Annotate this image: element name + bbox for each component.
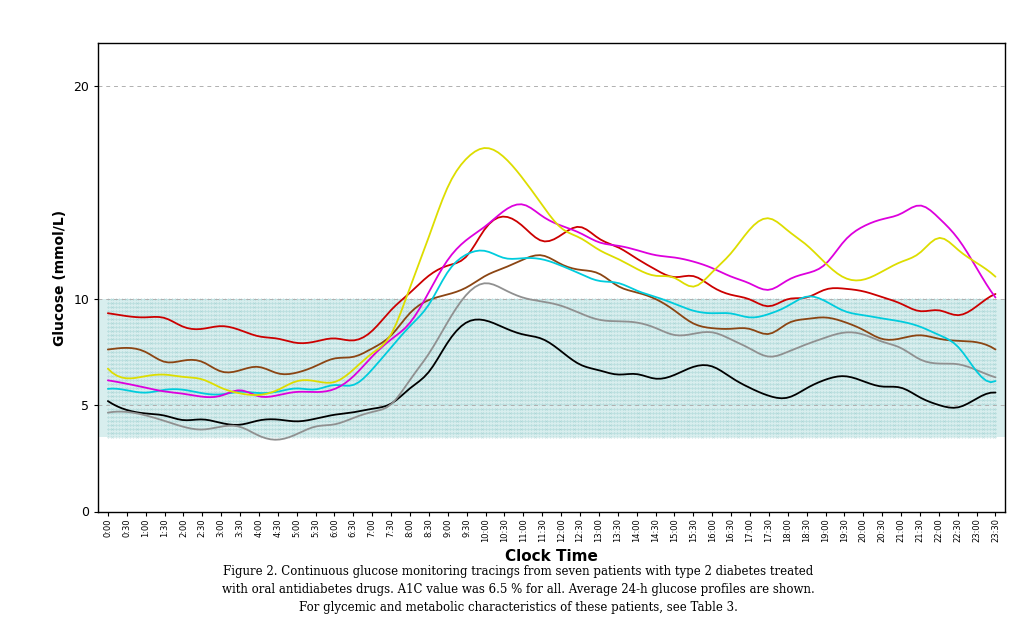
Bar: [98, 299, 1005, 437]
X-axis label: Clock Time: Clock Time: [506, 549, 598, 564]
Y-axis label: Glucose (mmol/L): Glucose (mmol/L): [53, 210, 66, 345]
Text: Figure 2. Continuous glucose monitoring tracings from seven patients with type 2: Figure 2. Continuous glucose monitoring …: [222, 564, 814, 614]
